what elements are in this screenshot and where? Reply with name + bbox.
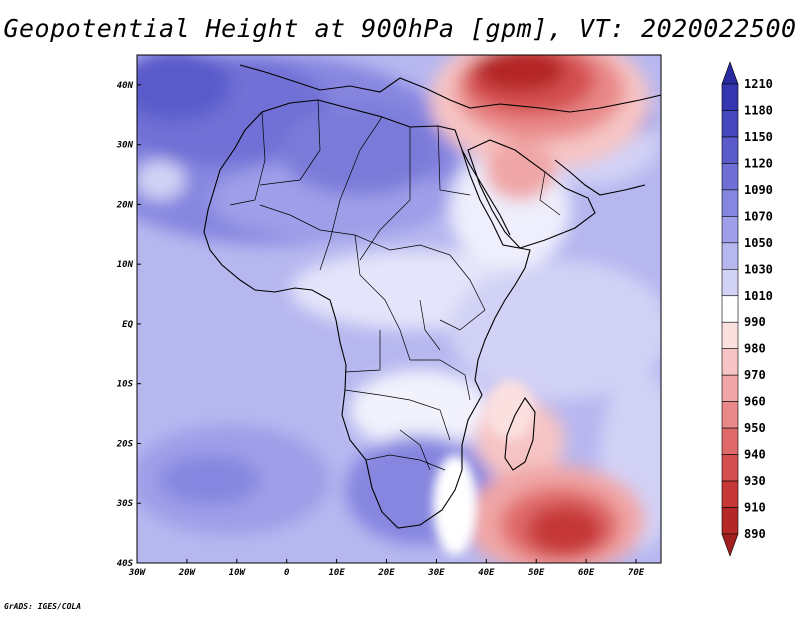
colorbar-label: 1070 — [744, 209, 773, 223]
madagascar — [504, 396, 536, 471]
colorbar-label: 1030 — [744, 262, 773, 276]
lat-tick-label: 20N — [116, 200, 134, 210]
colorbar-bin — [721, 242, 739, 270]
colorbar-bin — [721, 321, 739, 350]
lon-tick-label: 20E — [377, 568, 395, 578]
colorbar-bin — [721, 348, 739, 376]
colorbar-label: 1150 — [744, 130, 773, 144]
colorbar-top-arrow — [721, 61, 739, 85]
europe-coast — [239, 64, 661, 113]
colorbar-label: 890 — [744, 527, 766, 541]
colorbar-bin — [721, 374, 739, 402]
lon-tick-label: 10W — [229, 568, 247, 578]
lon-tick-label: 20W — [178, 568, 197, 578]
africa-coastline — [203, 99, 531, 529]
lon-tick-label: 30W — [128, 568, 147, 578]
colorbar-bottom-arrow — [721, 533, 739, 557]
lon-tick-label: 50E — [528, 568, 545, 578]
colorbar-bin — [721, 189, 739, 217]
lat-tick-label: 20S — [116, 439, 134, 449]
map-axes: 30W 20W 10W 0 10E 20E 30E 40E 50E 60E 70E 40N 30N 20N… — [116, 81, 645, 578]
colorbar-bin — [721, 480, 739, 508]
colorbar-bin — [721, 427, 739, 455]
colorbar-bin — [721, 268, 739, 297]
colorbar-label: 910 — [744, 501, 766, 515]
colorbar-label: 1180 — [744, 103, 773, 117]
lat-tick-label: 10S — [117, 380, 134, 390]
colorbar-bin — [721, 110, 739, 138]
lat-tick-label: 10N — [117, 260, 134, 270]
colorbar-label: 1050 — [744, 236, 773, 250]
colorbar-bin — [721, 136, 739, 164]
persian-coast — [554, 159, 646, 196]
colorbar-bin — [721, 216, 739, 244]
colorbar-label: 990 — [744, 315, 766, 329]
lon-tick-label: 10E — [328, 568, 345, 578]
lat-tick-label: 30N — [116, 141, 134, 151]
colorbar-bin — [721, 295, 739, 323]
lat-tick-label: 40S — [117, 559, 134, 569]
chart-title: Geopotential Height at 900hPa [gpm], VT:… — [3, 14, 797, 43]
colorbar-label: 940 — [744, 448, 766, 462]
colorbar-label: 1010 — [744, 289, 773, 303]
grads-credit: GrADS: IGES/COLA — [4, 602, 82, 611]
colorbar-label: 970 — [744, 368, 766, 382]
coastlines — [203, 64, 661, 529]
lat-tick-label: 40N — [117, 81, 134, 91]
colorbar-label: 980 — [744, 342, 766, 356]
colorbar-label: 1210 — [744, 77, 773, 91]
colorbar: 1210 1180 1150 1120 1090 1070 1050 1030 1010 990 9… — [721, 61, 773, 557]
country-borders — [229, 99, 561, 471]
height-field — [137, 55, 661, 563]
colorbar-label: 950 — [744, 421, 766, 435]
colorbar-label: 1090 — [744, 183, 773, 197]
lon-tick-label: 70E — [628, 568, 645, 578]
lon-tick-label: 40E — [478, 568, 495, 578]
lat-tick-label: 30S — [116, 499, 134, 509]
lon-tick-label: 60E — [578, 568, 595, 578]
lat-tick-label: EQ — [122, 320, 133, 330]
red-sea — [461, 149, 511, 236]
arabia — [467, 139, 596, 249]
plot-frame — [136, 54, 662, 564]
colorbar-label: 1120 — [744, 156, 773, 170]
lon-tick-label: 0 — [284, 568, 290, 578]
lon-tick-label: 30E — [427, 568, 445, 578]
colorbar-bin — [721, 454, 739, 482]
colorbar-label: 960 — [744, 395, 766, 409]
colorbar-bin — [721, 163, 739, 191]
colorbar-label: 930 — [744, 474, 766, 488]
colorbar-bin — [721, 507, 739, 535]
colorbar-bin — [721, 83, 739, 111]
colorbar-bin — [721, 401, 739, 429]
